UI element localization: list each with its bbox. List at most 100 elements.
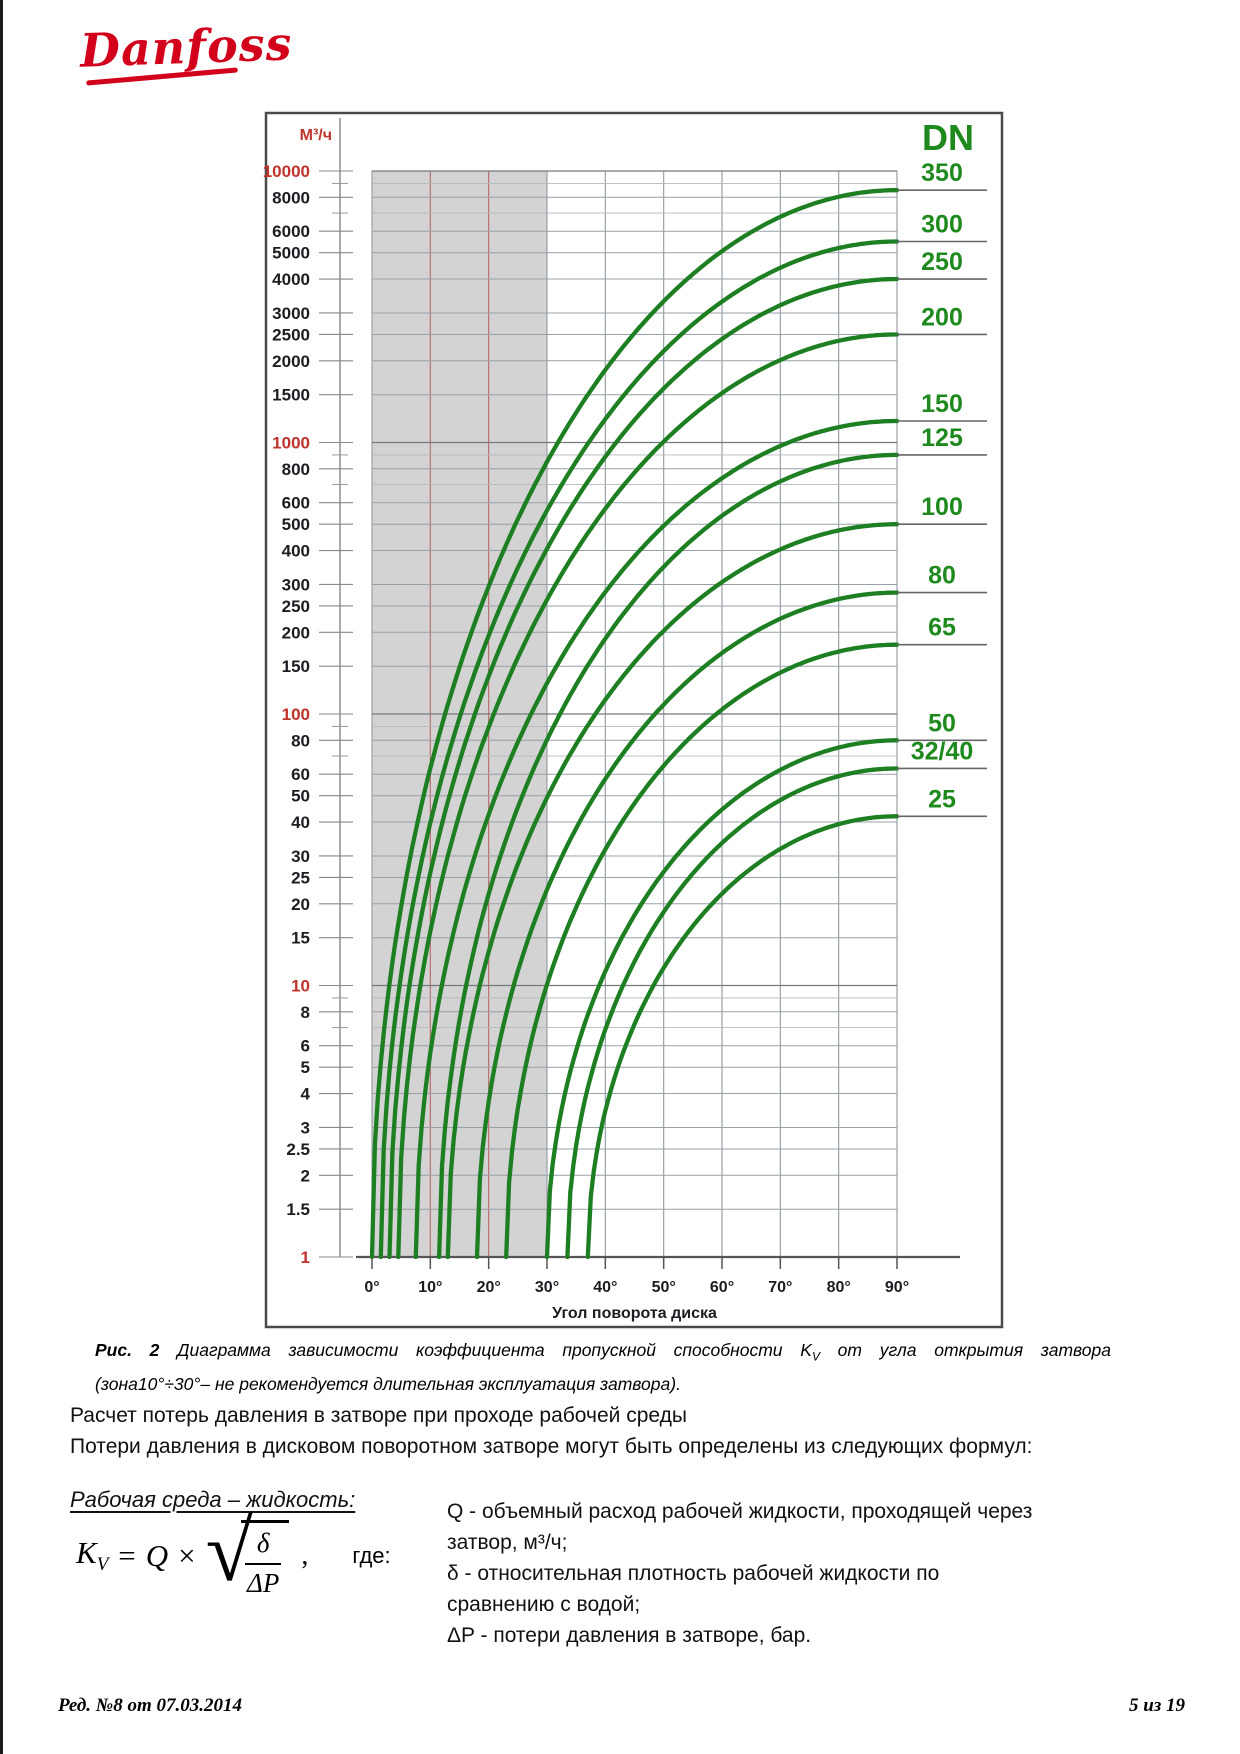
y-tick-label: 60 xyxy=(291,765,310,784)
dn-label-65: 65 xyxy=(928,614,956,642)
equals-sign: = xyxy=(118,1537,136,1573)
y-axis-unit-label: М³/ч xyxy=(300,127,332,144)
footer-revision: Ред. №8 от 07.03.2014 xyxy=(58,1695,242,1716)
y-tick-label: 2.5 xyxy=(286,1140,310,1159)
multiply-sign: × xyxy=(178,1537,196,1573)
dn-label-300: 300 xyxy=(921,210,963,238)
y-tick-label: 50 xyxy=(291,787,310,806)
kv-curve-dn-25 xyxy=(585,814,900,1260)
formula-comma: , xyxy=(301,1539,309,1571)
y-tick-label: 1000 xyxy=(272,434,310,453)
y-tick-label: 40 xyxy=(291,813,310,832)
x-tick-label: 0° xyxy=(364,1279,379,1296)
y-tick-label: 200 xyxy=(282,623,310,642)
x-tick-label: 90° xyxy=(885,1279,909,1296)
scan-edge-line xyxy=(0,0,3,1754)
fraction-denominator: ΔP xyxy=(246,1568,280,1598)
y-tick-label: 8 xyxy=(301,1003,310,1022)
x-tick-label: 50° xyxy=(652,1279,676,1296)
caption-line-2: (зона10°÷30°– не рекомендуется длительна… xyxy=(95,1373,681,1394)
y-tick-label: 150 xyxy=(282,657,310,676)
x-tick-label: 60° xyxy=(710,1279,734,1296)
y-tick-label: 400 xyxy=(282,542,310,561)
y-tick-label: 15 xyxy=(291,929,310,948)
y-tick-label: 6000 xyxy=(272,222,310,241)
y-tick-label: 25 xyxy=(291,868,310,887)
kv-curve-dn-80 xyxy=(474,590,900,1260)
figure-caption: Рис. 2 Диаграмма зависимости коэффициент… xyxy=(95,1337,1111,1398)
y-tick-label: 3000 xyxy=(272,304,310,323)
page-footer: Ред. №8 от 07.03.2014 5 из 19 xyxy=(58,1695,1185,1717)
dn-label-200: 200 xyxy=(921,303,963,331)
kv-curve-dn-50 xyxy=(544,738,900,1260)
kv-curve-dn-200 xyxy=(396,332,900,1260)
kv-curve-dn-125 xyxy=(436,452,900,1260)
sqrt-radical: √ δ ΔP xyxy=(206,1508,290,1599)
kv-curve-dn-100 xyxy=(445,522,900,1260)
kv-curve-dn-250 xyxy=(387,276,900,1260)
definition-item: δ - относительная плотность рабочей жидк… xyxy=(447,1562,940,1616)
y-tick-label: 250 xyxy=(282,597,310,616)
y-tick-label: 1500 xyxy=(272,386,310,405)
dn-label-100: 100 xyxy=(921,493,963,521)
paragraph-line-1: Расчет потерь давления в затворе при про… xyxy=(70,1404,687,1427)
kv-curve-dn-300 xyxy=(378,239,900,1260)
fraction-numerator: δ xyxy=(244,1528,282,1565)
paragraph-line-2: Потери давления в дисковом поворотном за… xyxy=(70,1435,1033,1458)
radical-body: δ ΔP xyxy=(240,1520,290,1599)
dn-label-125: 125 xyxy=(921,424,963,452)
dn-label-350: 350 xyxy=(921,159,963,187)
section-heading-liquid-medium: Рабочая среда – жидкость: xyxy=(70,1487,356,1512)
y-tick-label: 5 xyxy=(301,1058,310,1077)
formula-kv-symbol: KV xyxy=(76,1534,109,1576)
where-label: где: xyxy=(352,1542,391,1568)
x-tick-label: 70° xyxy=(768,1279,792,1296)
y-tick-label: 10 xyxy=(291,977,310,996)
y-tick-label: 4 xyxy=(301,1085,311,1104)
y-tick-label: 30 xyxy=(291,847,310,866)
kv-curve-dn-150 xyxy=(413,418,900,1260)
y-tick-label: 6 xyxy=(301,1037,310,1056)
y-tick-label: 100 xyxy=(282,705,310,724)
y-tick-label: 5000 xyxy=(272,244,310,263)
y-tick-label: 80 xyxy=(291,731,310,750)
x-axis-title: Угол поворота диска xyxy=(552,1305,717,1322)
formula-q-symbol: Q xyxy=(145,1537,169,1573)
dn-legend-title: DN xyxy=(922,117,974,158)
y-tick-label: 500 xyxy=(282,515,310,534)
y-tick-label: 4000 xyxy=(272,270,310,289)
y-tick-label: 800 xyxy=(282,460,310,479)
kv-curve-dn-65 xyxy=(504,642,900,1260)
kv-formula: KV = Q × √ δ ΔP , где: xyxy=(76,1508,391,1599)
x-tick-label: 10° xyxy=(418,1279,442,1296)
y-tick-label: 2000 xyxy=(272,352,310,371)
formula-fraction: δ ΔP xyxy=(244,1528,282,1599)
x-tick-label: 20° xyxy=(477,1279,501,1296)
x-tick-label: 30° xyxy=(535,1279,559,1296)
y-tick-label: 300 xyxy=(282,575,310,594)
footer-page-number: 5 из 19 xyxy=(1129,1695,1185,1716)
definition-item: Q - объемный расход рабочей жидкости, пр… xyxy=(447,1500,1033,1554)
y-tick-label: 2500 xyxy=(272,325,310,344)
dn-label-50: 50 xyxy=(928,709,956,737)
kv-curve-dn-32-40 xyxy=(565,766,900,1260)
y-tick-label: 1.5 xyxy=(286,1200,310,1219)
dn-label-250: 250 xyxy=(921,248,963,276)
dn-label-80: 80 xyxy=(928,562,956,590)
y-tick-label: 600 xyxy=(282,494,310,513)
dn-label-32-40: 32/40 xyxy=(911,737,974,765)
x-tick-label: 80° xyxy=(827,1279,851,1296)
figure-number: Рис. 2 xyxy=(95,1340,160,1360)
dn-label-25: 25 xyxy=(928,785,956,813)
y-tick-label: 8000 xyxy=(272,188,310,207)
definitions-list: Q - объемный расход рабочей жидкости, пр… xyxy=(447,1496,1047,1651)
kv-curve-dn-350 xyxy=(369,188,900,1260)
y-tick-label: 2 xyxy=(301,1166,310,1185)
dn-label-150: 150 xyxy=(921,390,963,418)
y-tick-label: 3 xyxy=(301,1118,310,1137)
y-tick-label: 10000 xyxy=(263,162,310,181)
caption-line-1: Рис. 2 Диаграмма зависимости коэффициент… xyxy=(95,1340,1111,1364)
y-tick-label: 1 xyxy=(301,1248,310,1267)
definition-item: ΔP - потери давления в затворе, бар. xyxy=(447,1624,812,1647)
